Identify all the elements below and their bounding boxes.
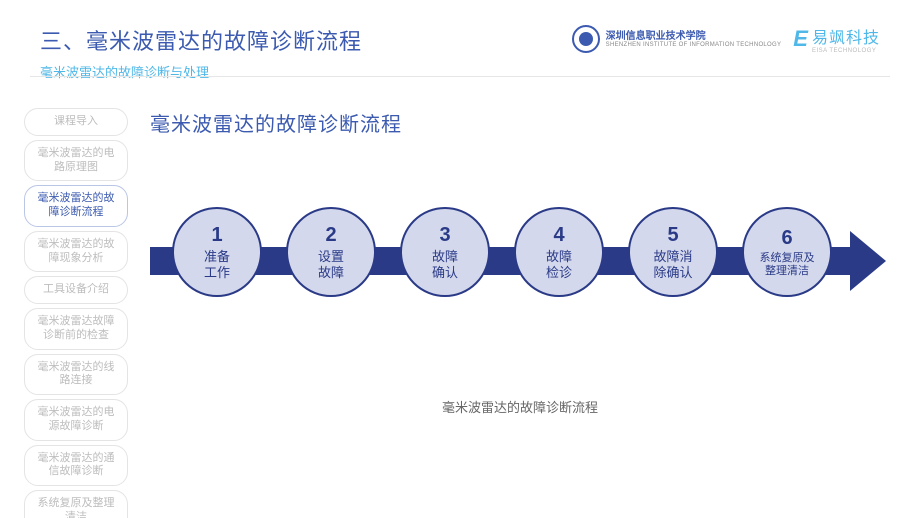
arrow-head-icon [850,231,886,291]
company-logo-icon: E [793,26,808,52]
content-title: 毫米波雷达的故障诊断流程 [150,108,890,137]
institute-logo: 深圳信息职业技术学院 SHENZHEN INSTITUTE OF INFORMA… [572,25,782,53]
company-logo-text-wrap: 易飒科技 EISA TECHNOLOGY [812,24,880,54]
flow-step-num: 2 [325,223,336,247]
company-sub: EISA TECHNOLOGY [812,48,880,54]
slide-page: 三、毫米波雷达的故障诊断流程 毫米波雷达的故障诊断与处理 深圳信息职业技术学院 … [0,0,920,518]
steps-row: 1准备 工作 2设置 故障 3故障 确认 4故障 检诊 5故障消 除确认 6系统复原及 整… [172,207,832,297]
flow-step-6: 6系统复原及 整理清洁 [742,207,832,297]
sidebar-item-4[interactable]: 工具设备介绍 [24,276,128,304]
header: 三、毫米波雷达的故障诊断流程 毫米波雷达的故障诊断与处理 深圳信息职业技术学院 … [40,24,880,81]
header-divider [30,76,890,77]
page-subtitle: 毫米波雷达的故障诊断与处理 [40,62,880,81]
institute-sub: SHENZHEN INSTITUTE OF INFORMATION TECHNO… [606,42,782,48]
flow-step-num: 4 [553,223,564,247]
flow-step-num: 1 [211,223,222,247]
sidebar-item-5[interactable]: 毫米波雷达故障 诊断前的检查 [24,308,128,350]
flow-step-3: 3故障 确认 [400,207,490,297]
company-name: 易飒科技 [812,24,880,48]
sidebar-item-8[interactable]: 毫米波雷达的通 信故障诊断 [24,445,128,487]
flow-step-label: 系统复原及 整理清洁 [760,252,815,278]
flow-step-label: 设置 故障 [318,249,344,280]
institute-logo-inner-icon [579,32,593,46]
sidebar-item-1[interactable]: 毫米波雷达的电 路原理图 [24,140,128,182]
flow-step-num: 6 [781,226,792,250]
sidebar-item-7[interactable]: 毫米波雷达的电 源故障诊断 [24,399,128,441]
flow-step-4: 4故障 检诊 [514,207,604,297]
sidebar-item-2[interactable]: 毫米波雷达的故 障诊断流程 [24,185,128,227]
flow-step-num: 3 [439,223,450,247]
institute-name: 深圳信息职业技术学院 [606,31,782,42]
process-flow-diagram: 1准备 工作 2设置 故障 3故障 确认 4故障 检诊 5故障消 除确认 6系统复原及 整… [150,207,890,317]
institute-logo-text-wrap: 深圳信息职业技术学院 SHENZHEN INSTITUTE OF INFORMA… [606,31,782,48]
flow-step-label: 故障 检诊 [546,249,572,280]
flow-step-label: 故障 确认 [432,249,458,280]
sidebar-nav: 课程导入毫米波雷达的电 路原理图毫米波雷达的故 障诊断流程毫米波雷达的故 障现象… [24,108,128,518]
institute-logo-icon [572,25,600,53]
page-title: 三、毫米波雷达的故障诊断流程 [40,24,362,56]
flow-step-label: 故障消 除确认 [653,249,692,280]
flow-step-2: 2设置 故障 [286,207,376,297]
flow-step-label: 准备 工作 [204,249,230,280]
flow-step-5: 5故障消 除确认 [628,207,718,297]
main-content: 毫米波雷达的故障诊断流程 1准备 工作2设置 故障3故障 确认4故障 检诊5故障… [150,108,890,416]
diagram-caption: 毫米波雷达的故障诊断流程 [150,397,890,416]
sidebar-item-6[interactable]: 毫米波雷达的线 路连接 [24,354,128,396]
flow-step-num: 5 [667,223,678,247]
sidebar-item-0[interactable]: 课程导入 [24,108,128,136]
logo-bar: 深圳信息职业技术学院 SHENZHEN INSTITUTE OF INFORMA… [572,24,880,54]
flow-step-1: 1准备 工作 [172,207,262,297]
sidebar-item-3[interactable]: 毫米波雷达的故 障现象分析 [24,231,128,273]
sidebar-item-9[interactable]: 系统复原及整理 清洁 [24,490,128,518]
company-logo: E 易飒科技 EISA TECHNOLOGY [793,24,880,54]
